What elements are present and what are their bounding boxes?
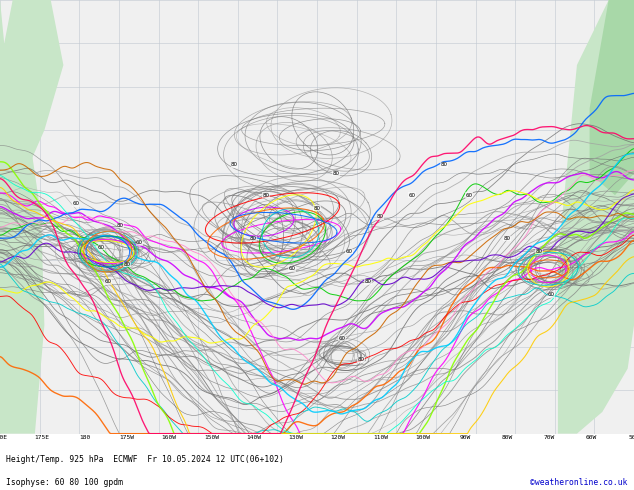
Text: 80: 80	[377, 214, 384, 220]
Text: 80: 80	[117, 223, 124, 228]
Polygon shape	[16, 251, 38, 312]
Text: 150W: 150W	[204, 435, 219, 440]
Text: 80: 80	[123, 262, 131, 267]
Text: 80: 80	[440, 162, 448, 167]
Text: 90W: 90W	[459, 435, 470, 440]
Text: 160W: 160W	[162, 435, 176, 440]
Text: 80: 80	[535, 249, 543, 254]
Text: 190E: 190E	[0, 435, 8, 440]
Polygon shape	[558, 0, 634, 434]
Text: 60: 60	[339, 336, 346, 341]
Text: 180: 180	[79, 435, 90, 440]
Text: 100W: 100W	[415, 435, 430, 440]
Text: ©weatheronline.co.uk: ©weatheronline.co.uk	[530, 478, 628, 487]
Text: 175W: 175W	[119, 435, 134, 440]
Text: 80: 80	[332, 171, 340, 176]
Text: 175E: 175E	[35, 435, 49, 440]
Text: 60: 60	[98, 245, 105, 250]
Text: 60: 60	[104, 279, 112, 284]
Text: 50W: 50W	[628, 435, 634, 440]
Text: 60: 60	[72, 201, 80, 206]
Text: 120W: 120W	[331, 435, 346, 440]
Polygon shape	[0, 0, 63, 173]
Text: 60: 60	[548, 293, 555, 297]
Text: 110W: 110W	[373, 435, 388, 440]
Text: Height/Temp. 925 hPa  ECMWF  Fr 10.05.2024 12 UTC(06+102): Height/Temp. 925 hPa ECMWF Fr 10.05.2024…	[6, 455, 284, 464]
Polygon shape	[590, 0, 634, 195]
Text: 80: 80	[503, 236, 511, 241]
Text: 60: 60	[136, 240, 143, 245]
Text: 60: 60	[465, 193, 473, 197]
Text: Isophyse: 60 80 100 gpdm: Isophyse: 60 80 100 gpdm	[6, 478, 124, 487]
Text: 70W: 70W	[544, 435, 555, 440]
Text: 80: 80	[364, 279, 372, 284]
Text: 80W: 80W	[501, 435, 513, 440]
Text: 140W: 140W	[246, 435, 261, 440]
Text: 80: 80	[358, 357, 365, 363]
Polygon shape	[0, 0, 44, 434]
Text: 60W: 60W	[586, 435, 597, 440]
Text: 80: 80	[231, 162, 238, 167]
Text: 80: 80	[250, 236, 257, 241]
Text: 80: 80	[313, 206, 321, 211]
Polygon shape	[6, 321, 25, 364]
Text: 60: 60	[288, 267, 295, 271]
Text: 60: 60	[345, 249, 353, 254]
Text: 80: 80	[262, 193, 270, 197]
Text: 130W: 130W	[288, 435, 303, 440]
Text: 60: 60	[408, 193, 416, 197]
